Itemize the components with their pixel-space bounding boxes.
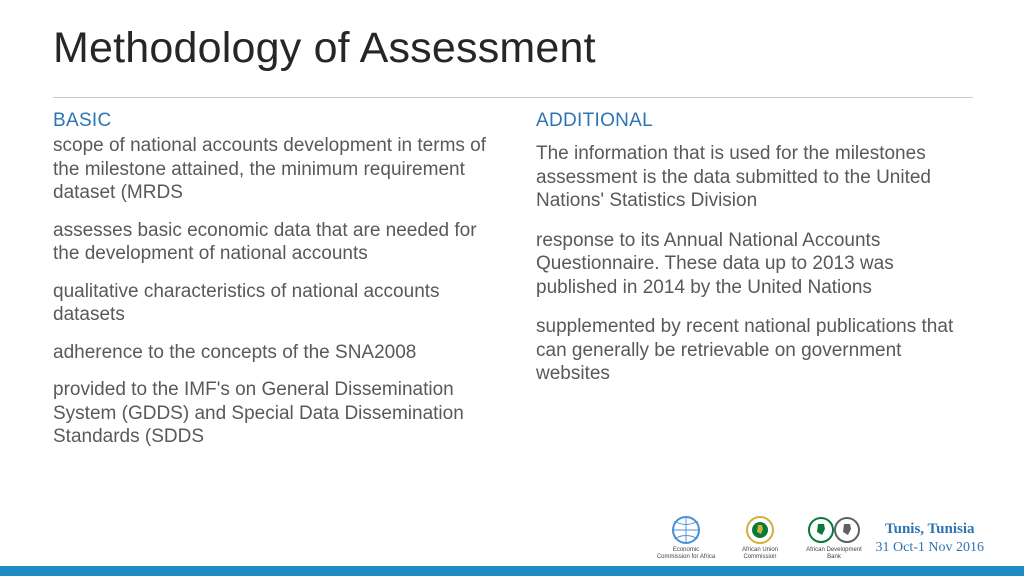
logo-auc: African Union Commission: [730, 515, 790, 560]
globe-icon: [671, 515, 701, 545]
additional-para-3: supplemented by recent national publicat…: [536, 315, 973, 386]
subhead-additional: ADDITIONAL: [536, 110, 973, 132]
column-additional: ADDITIONAL The information that is used …: [536, 110, 973, 463]
slide: Methodology of Assessment BASIC scope of…: [0, 0, 1024, 576]
basic-para-1: scope of national accounts development i…: [53, 134, 490, 205]
footer: Economic Commission for Africa African U…: [0, 508, 1024, 568]
slide-title: Methodology of Assessment: [53, 24, 596, 73]
column-basic: BASIC scope of national accounts develop…: [53, 110, 490, 463]
emblem-icon: [745, 515, 775, 545]
footer-accent-bar: [0, 566, 1024, 576]
basic-para-5: provided to the IMF's on General Dissemi…: [53, 378, 490, 449]
basic-para-3: qualitative characteristics of national …: [53, 280, 490, 327]
logo-un-eca: Economic Commission for Africa: [656, 515, 716, 560]
subhead-basic: BASIC: [53, 110, 490, 132]
basic-para-2: assesses basic economic data that are ne…: [53, 219, 490, 266]
location-city: Tunis, Tunisia: [876, 521, 985, 538]
title-divider: [53, 97, 973, 98]
additional-para-2: response to its Annual National Accounts…: [536, 229, 973, 300]
footer-location: Tunis, Tunisia 31 Oct-1 Nov 2016: [876, 521, 985, 556]
emblem-pair-icon: [807, 515, 861, 545]
logo-caption: African Union Commission: [730, 547, 790, 560]
basic-para-4: adherence to the concepts of the SNA2008: [53, 341, 490, 365]
logo-caption: African Development Bank: [804, 547, 864, 560]
logo-caption: Economic Commission for Africa: [656, 547, 716, 560]
two-column-layout: BASIC scope of national accounts develop…: [53, 110, 973, 463]
location-dates: 31 Oct-1 Nov 2016: [876, 540, 985, 556]
footer-logos: Economic Commission for Africa African U…: [656, 515, 864, 560]
logo-afdb: African Development Bank: [804, 515, 864, 560]
additional-para-1: The information that is used for the mil…: [536, 142, 973, 213]
